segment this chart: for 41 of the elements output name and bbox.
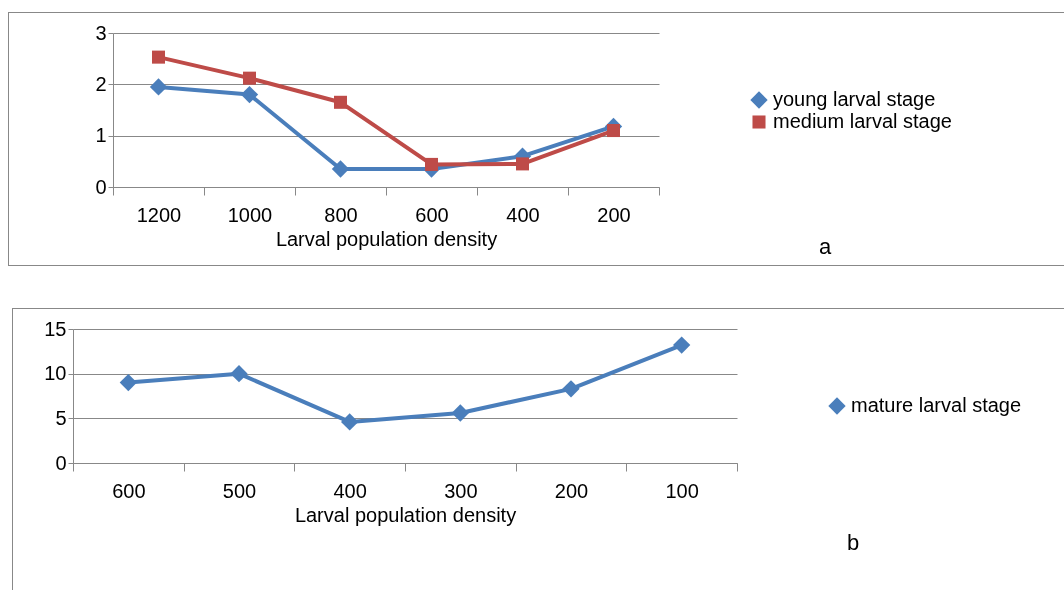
x-tick-label: 200 (597, 203, 631, 226)
text: b (847, 530, 860, 555)
x-tick-label: 500 (222, 479, 257, 502)
point (606, 124, 621, 138)
x-tick-label: 200 (554, 479, 589, 502)
point (242, 71, 257, 85)
x-tick-label: 300 (444, 479, 478, 502)
x-tick-label: 600 (112, 479, 146, 502)
point (151, 50, 166, 64)
y-tick-label: 10 (44, 362, 67, 385)
x-tick-label: 800 (324, 203, 358, 226)
x-tick-label: 400 (333, 479, 367, 502)
x-tick-label: 100 (665, 479, 699, 502)
y-tick-label: 15 (44, 317, 67, 340)
x-tick-label: 1200 (136, 203, 182, 226)
point (240, 85, 259, 104)
y-tick-label: 3 (95, 21, 107, 44)
point (333, 95, 348, 109)
x-axis-title: Larval population density (275, 227, 498, 250)
point (515, 157, 530, 171)
y-tick-label: 1 (95, 124, 107, 147)
legend-label: young larval stage (773, 88, 936, 110)
text: a (819, 234, 832, 259)
point (230, 365, 248, 383)
x-tick-label: 400 (506, 203, 540, 226)
y-tick-label: 5 (55, 406, 67, 429)
legend-label: medium larval stage (773, 110, 952, 132)
point (119, 373, 137, 392)
y-tick-label: 2 (95, 72, 107, 95)
x-axis-title: Larval population density (294, 503, 517, 526)
point (424, 157, 439, 171)
legend-label: mature larval stage (851, 394, 1022, 416)
point (341, 413, 359, 431)
point (673, 336, 691, 354)
point (562, 380, 580, 398)
point (451, 404, 469, 422)
y-tick-label: 0 (95, 175, 107, 198)
y-tick-label: 0 (55, 451, 67, 474)
point (149, 78, 168, 96)
x-tick-label: 600 (415, 203, 449, 226)
x-tick-label: 1000 (227, 203, 273, 226)
